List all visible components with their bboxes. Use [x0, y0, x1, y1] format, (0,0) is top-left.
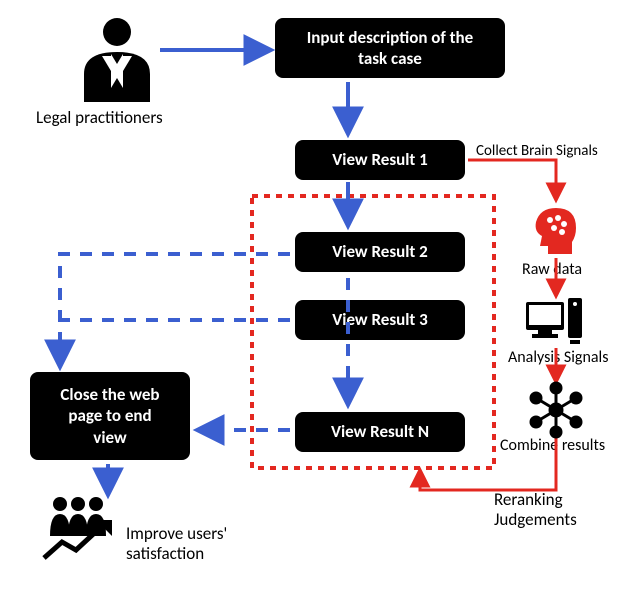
computer-icon	[526, 298, 582, 344]
collect-brain-signals-label: Collect Brain Signals	[476, 142, 598, 160]
view-result-3-box: View Result 3	[295, 300, 465, 340]
input-task-box: Input description of thetask case	[275, 18, 505, 78]
view-result-1-box: View Result 1	[295, 140, 465, 180]
view-result-2-box: View Result 2	[295, 232, 465, 272]
improve-satisfaction-label: Improve users'satisfaction	[126, 524, 227, 565]
growth-chart-icon	[44, 497, 112, 558]
network-icon	[531, 383, 581, 437]
reranking-judgements-label: RerankingJudgements	[494, 490, 577, 531]
combine-results-label: Combine results	[500, 436, 605, 455]
raw-data-label: Raw data	[522, 260, 582, 279]
legal-practitioners-label: Legal practitioners	[36, 108, 163, 128]
businessman-icon	[84, 18, 150, 102]
analysis-signals-label: Analysis Signals	[508, 348, 608, 367]
view-result-n-box: View Result N	[295, 412, 465, 452]
close-page-box: Close the webpage to endview	[30, 372, 190, 460]
brain-head-icon	[536, 208, 576, 254]
